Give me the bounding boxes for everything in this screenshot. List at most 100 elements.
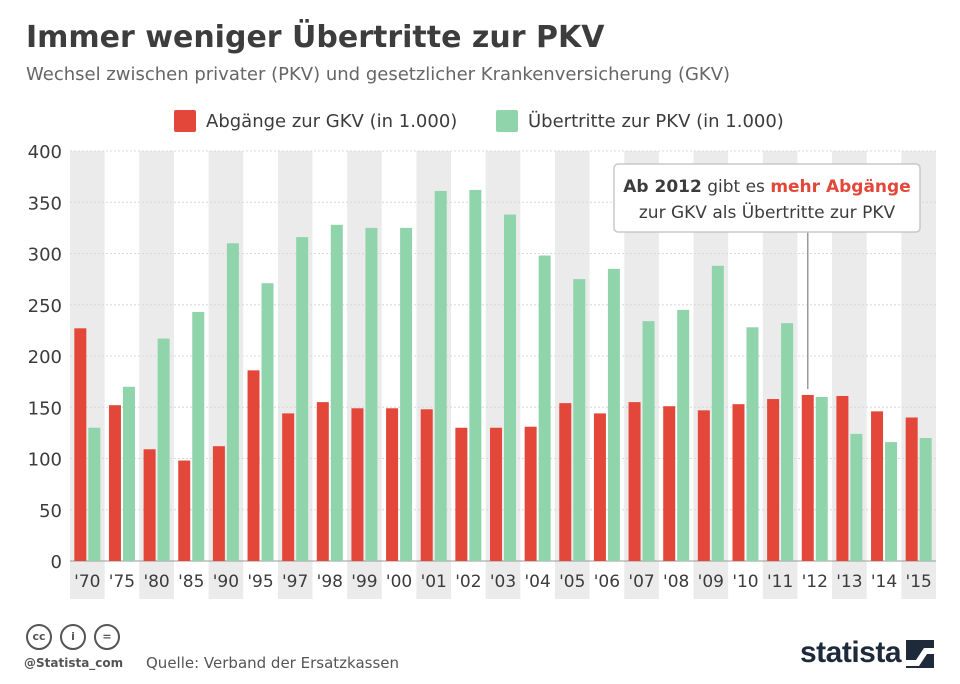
legend-item-gkv: Abgänge zur GKV (in 1.000) (174, 110, 457, 132)
bar-uebertritte-pkv (781, 323, 794, 561)
bar-uebertritte-pkv (400, 227, 413, 561)
bar-abgaenge-gkv (386, 408, 399, 561)
bar-abgaenge-gkv (143, 449, 156, 561)
y-tick-label: 400 (28, 142, 62, 163)
legend-label-gkv: Abgänge zur GKV (in 1.000) (206, 110, 458, 132)
bar-abgaenge-gkv (524, 426, 537, 561)
bar-abgaenge-gkv (108, 405, 121, 561)
bar-uebertritte-pkv (573, 279, 586, 561)
bar-uebertritte-pkv (192, 311, 205, 561)
x-tick-label: '01 (421, 572, 447, 592)
x-tick-label: '95 (247, 572, 273, 592)
bar-uebertritte-pkv (365, 227, 378, 561)
legend-label-pkv: Übertritte zur PKV (in 1.000) (528, 110, 784, 132)
x-tick-label: '70 (74, 572, 100, 592)
bar-uebertritte-pkv (88, 427, 101, 561)
legend: Abgänge zur GKV (in 1.000) Übertritte zu… (0, 110, 960, 134)
chart-title: Immer weniger Übertritte zur PKV (26, 20, 605, 55)
y-tick-label: 250 (28, 296, 62, 317)
bar-uebertritte-pkv (261, 283, 274, 561)
x-tick-label: '10 (732, 572, 758, 592)
x-tick-label: '12 (802, 572, 828, 592)
bar-uebertritte-pkv (538, 255, 551, 562)
x-tick-label: '05 (559, 572, 585, 592)
y-axis-labels: 0 50 100 150 200 250 300 350 400 (28, 142, 62, 573)
x-tick-label: '75 (109, 572, 135, 592)
bar-uebertritte-pkv (919, 438, 932, 561)
by-icon: i (60, 624, 86, 650)
x-tick-label: '03 (490, 572, 516, 592)
nd-icon: = (94, 624, 120, 650)
statista-logo-icon[interactable] (906, 640, 934, 668)
x-axis-labels: '70 '75 '80 '85 '90 '95 '97 '98 '99 '00 '01 '02 '03 '… (74, 572, 932, 592)
annotation: Ab 2012 gibt es mehr Abgänge zur GKV als … (613, 163, 921, 389)
bar-abgaenge-gkv (767, 399, 780, 561)
cc-icon: cc (26, 624, 52, 650)
bar-abgaenge-gkv (490, 427, 502, 561)
bar-uebertritte-pkv (850, 433, 863, 561)
x-tick-label: '90 (213, 572, 239, 592)
x-tick-label: '97 (282, 572, 308, 592)
y-tick-label: 300 (28, 245, 62, 266)
x-tick-label: '13 (836, 572, 862, 592)
bar-abgaenge-gkv (455, 427, 468, 561)
annotation-mid: gibt es (702, 177, 771, 197)
bar-uebertritte-pkv (885, 442, 898, 561)
x-tick-label: '08 (663, 572, 689, 592)
bar-uebertritte-pkv (469, 189, 482, 561)
bar-abgaenge-gkv (559, 403, 572, 561)
legend-swatch-red (174, 110, 196, 132)
bar-uebertritte-pkv (815, 397, 828, 561)
source-note: Quelle: Verband der Ersatzkassen (146, 654, 400, 672)
bar-abgaenge-gkv (697, 410, 710, 561)
bar-chart: 0 50 100 150 200 250 300 350 400 '70 '75 '80 '85 '90… (28, 142, 936, 599)
bar-uebertritte-pkv (642, 321, 655, 561)
x-tick-label: '80 (143, 572, 169, 592)
x-tick-label: '85 (178, 572, 204, 592)
annotation-highlight: mehr Abgänge (770, 177, 910, 197)
x-tick-label: '04 (524, 572, 550, 592)
y-tick-label: 50 (39, 501, 62, 522)
bar-abgaenge-gkv (801, 394, 814, 561)
bar-uebertritte-pkv (434, 190, 447, 561)
annotation-bold: Ab 2012 (623, 177, 702, 197)
bar-abgaenge-gkv (316, 402, 329, 561)
bar-abgaenge-gkv (212, 446, 225, 561)
x-tick-label: '98 (317, 572, 343, 592)
bar-abgaenge-gkv (247, 370, 260, 561)
bar-uebertritte-pkv (226, 243, 239, 561)
y-tick-label: 350 (28, 193, 62, 214)
y-tick-label: 0 (51, 552, 62, 573)
bar-abgaenge-gkv (351, 408, 364, 561)
bar-uebertritte-pkv (607, 268, 620, 561)
bar-abgaenge-gkv (282, 413, 295, 561)
bars (74, 189, 932, 562)
x-tick-label: '14 (871, 572, 897, 592)
bar-uebertritte-pkv (677, 309, 690, 561)
chart-subtitle: Wechsel zwischen privater (PKV) und gese… (26, 64, 731, 85)
x-tick-label: '07 (628, 572, 654, 592)
bar-abgaenge-gkv (732, 404, 745, 561)
y-tick-label: 150 (28, 398, 62, 419)
x-tick-label: '15 (906, 572, 932, 592)
bar-abgaenge-gkv (420, 409, 433, 561)
bar-uebertritte-pkv (157, 338, 170, 561)
footer: cc i = @Statista_com Quelle: Verband der… (0, 618, 960, 684)
bar-uebertritte-pkv (122, 386, 135, 561)
bar-uebertritte-pkv (746, 327, 759, 561)
annotation-line-2: zur GKV als Übertritte zur PKV (639, 201, 896, 223)
bar-uebertritte-pkv (711, 265, 724, 561)
bar-abgaenge-gkv (178, 460, 191, 561)
bar-abgaenge-gkv (836, 395, 849, 561)
x-tick-label: '99 (351, 572, 377, 592)
y-tick-label: 200 (28, 347, 62, 368)
legend-swatch-green (496, 110, 518, 132)
bar-abgaenge-gkv (628, 402, 641, 561)
statista-logo[interactable]: statista (800, 636, 902, 669)
bar-abgaenge-gkv (74, 328, 87, 561)
y-tick-label: 100 (28, 450, 62, 471)
bar-abgaenge-gkv (593, 413, 606, 561)
x-tick-label: '09 (698, 572, 724, 592)
x-tick-label: '02 (455, 572, 481, 592)
twitter-handle: @Statista_com (24, 656, 124, 670)
